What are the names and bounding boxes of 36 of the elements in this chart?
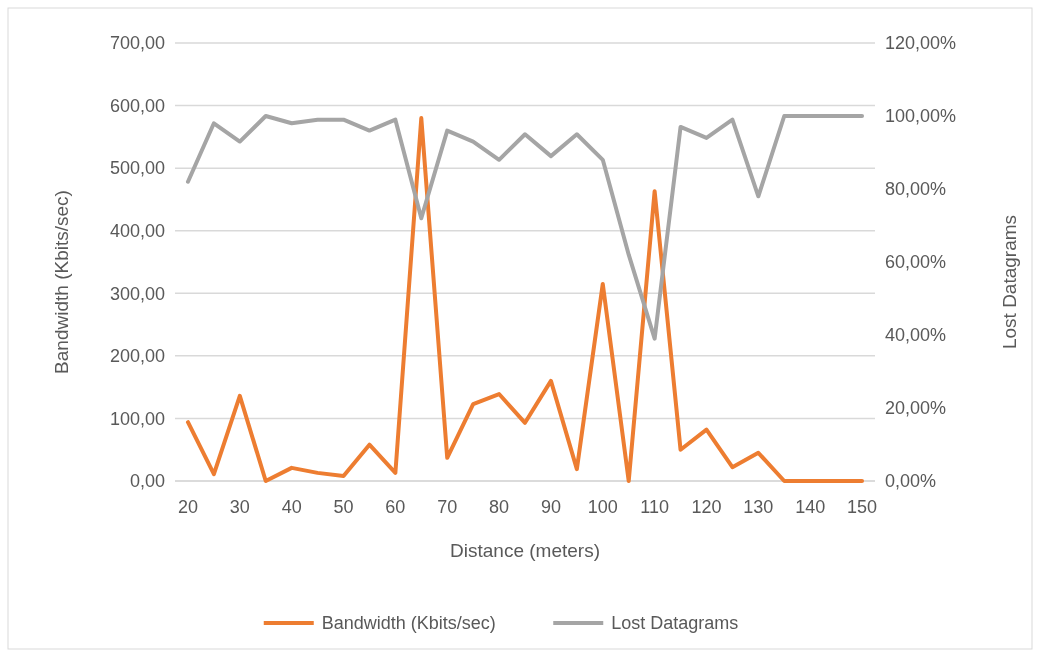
x-tick-label: 120 — [691, 497, 722, 517]
x-tick-label: 70 — [437, 497, 458, 517]
x-tick-label: 90 — [540, 497, 561, 517]
y-tick-label: 200,00 — [109, 346, 165, 367]
x-tick-label: 50 — [333, 497, 354, 517]
y2-tick-label: 80,00% — [885, 179, 947, 200]
legend-label: Lost Datagrams — [611, 613, 739, 634]
x-tick-label: 30 — [229, 497, 250, 517]
y2-tick-label: 20,00% — [885, 398, 947, 419]
x-tick-label: 40 — [281, 497, 302, 517]
x-axis-title: Distance (meters) — [450, 540, 600, 561]
x-tick-label: 140 — [795, 497, 826, 517]
y2-tick-label: 40,00% — [885, 325, 947, 346]
x-tick-label: 80 — [489, 497, 510, 517]
y2-axis-title: Lost Datagrams — [999, 214, 1020, 350]
x-tick-label: 130 — [743, 497, 774, 517]
y-tick-label: 100,00 — [109, 408, 165, 429]
y2-tick-label: 0,00% — [885, 471, 937, 492]
y2-tick-label: 100,00% — [885, 106, 957, 127]
line-series — [185, 116, 865, 483]
y-tick-label: 500,00 — [109, 158, 165, 179]
y-tick-label: 300,00 — [109, 283, 165, 304]
y2-tick-label: 60,00% — [885, 252, 947, 273]
y-tick-label: 400,00 — [109, 221, 165, 242]
x-tick-label: 100 — [587, 497, 618, 517]
y2-tick-label: 120,00% — [885, 33, 957, 54]
y-axis-title: Bandwidth (Kbits/sec) — [51, 190, 72, 374]
x-tick-label: 150 — [847, 497, 878, 517]
y-tick-label: 600,00 — [109, 95, 165, 116]
y-tick-label: 700,00 — [109, 33, 165, 54]
y-tick-label: 0,00 — [129, 471, 165, 492]
x-tick-label: 60 — [385, 497, 406, 517]
line-series — [185, 114, 865, 341]
x-tick-label: 110 — [640, 497, 669, 517]
legend-label: Bandwidth (Kbits/sec) — [321, 613, 496, 634]
x-tick-label: 20 — [177, 497, 198, 517]
